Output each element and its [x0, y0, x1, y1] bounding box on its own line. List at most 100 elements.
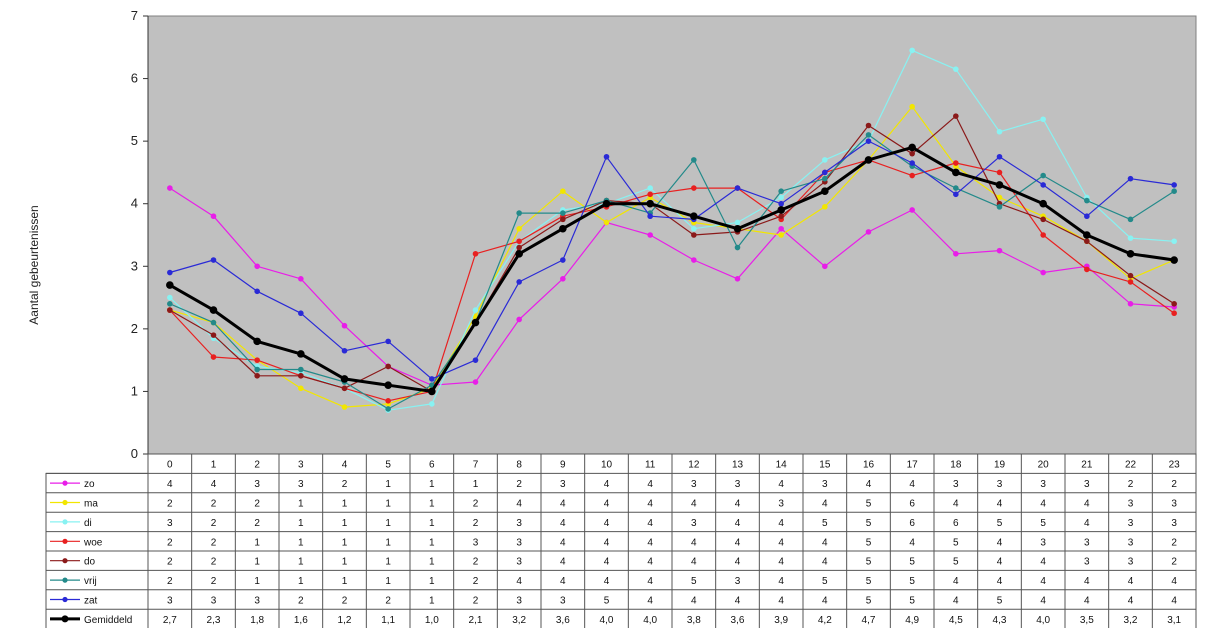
- table-cell: 4: [560, 518, 566, 529]
- data-point: [996, 247, 1003, 254]
- table-cell: 1: [342, 557, 348, 568]
- data-point: [691, 185, 697, 191]
- table-cell: 3: [473, 537, 479, 548]
- table-cell: 4: [691, 499, 697, 510]
- table-cell: 4: [647, 596, 653, 607]
- table-cell: 2: [516, 479, 522, 490]
- data-point: [210, 332, 217, 338]
- series-line: [169, 140, 1175, 380]
- legend-label: ma: [84, 499, 98, 510]
- table-cell: 4: [604, 537, 610, 548]
- x-tick-label: 12: [688, 460, 700, 471]
- table-cell: 1: [429, 537, 435, 548]
- table-cell: 2: [298, 596, 304, 607]
- table-cell: 3: [298, 479, 304, 490]
- table-cell: 4: [647, 499, 653, 510]
- legend-entry: di: [50, 518, 92, 529]
- table-cell: 5: [1040, 518, 1046, 529]
- table-cell: 3: [1171, 518, 1177, 529]
- data-point: [429, 401, 435, 407]
- x-tick-label: 18: [950, 460, 962, 471]
- table-cell: 3: [1084, 557, 1090, 568]
- table-cell: 4,7: [862, 615, 876, 626]
- y-axis-title: Aantal gebeurtenissen: [27, 205, 41, 324]
- data-point: [560, 257, 566, 263]
- table-cell: 2: [1171, 479, 1177, 490]
- table-cell: 4: [560, 557, 566, 568]
- data-point: [1171, 310, 1177, 317]
- table-cell: 4: [1128, 576, 1134, 587]
- table-cell: 2: [342, 596, 348, 607]
- plot-background: [147, 15, 1197, 455]
- table-cell: 5: [866, 537, 872, 548]
- data-point: [1040, 182, 1046, 188]
- table-cell: 3: [735, 479, 741, 490]
- data-point: [1127, 216, 1134, 223]
- table-cell: 2: [167, 499, 173, 510]
- table-cell: 4: [211, 479, 217, 490]
- table-cell: 5: [691, 576, 697, 587]
- data-point: [909, 172, 915, 179]
- data-point: [909, 150, 915, 157]
- x-tick-label: 4: [342, 460, 348, 471]
- table-cell: 1,2: [338, 615, 352, 626]
- data-point: [298, 372, 304, 379]
- x-tick-label: 6: [429, 460, 435, 471]
- table-cell: 2: [167, 576, 173, 587]
- table-cell: 3: [1040, 537, 1046, 548]
- data-point: [1040, 116, 1046, 123]
- series-zo: [167, 185, 1177, 388]
- table-cell: 3: [691, 518, 697, 529]
- table-cell: 3,2: [1124, 615, 1138, 626]
- table-cell: 4: [1040, 499, 1046, 510]
- table-cell: 4: [647, 537, 653, 548]
- data-point: [1040, 232, 1046, 238]
- y-tick-label: 0: [131, 446, 138, 461]
- table-cell: 4: [1128, 596, 1134, 607]
- data-point: [1171, 188, 1177, 194]
- x-tick-label: 2: [254, 460, 260, 471]
- table-cell: 4: [822, 557, 828, 568]
- x-tick-label: 13: [732, 460, 744, 471]
- data-point: [1127, 272, 1134, 279]
- x-tick-label: 9: [560, 460, 566, 471]
- data-point: [995, 181, 1004, 189]
- legend-label: di: [84, 518, 92, 529]
- table-cell: 2: [1171, 557, 1177, 568]
- table-cell: 4: [735, 518, 741, 529]
- table-cell: 4: [516, 499, 522, 510]
- data-point: [734, 185, 741, 191]
- table-cell: 1: [298, 499, 304, 510]
- table-cell: 4,3: [993, 615, 1007, 626]
- table-cell: 1: [298, 518, 304, 529]
- data-point: [734, 219, 741, 226]
- y-tick-label: 4: [131, 196, 138, 211]
- table-cell: 1,8: [250, 615, 264, 626]
- table-cell: 2: [167, 557, 173, 568]
- data-point: [865, 229, 872, 235]
- table-cell: 3: [516, 537, 522, 548]
- table-cell: 4: [909, 479, 915, 490]
- table-cell: 3,6: [556, 615, 570, 626]
- table-cell: 4: [778, 557, 784, 568]
- data-point: [1127, 235, 1134, 241]
- x-tick-label: 8: [516, 460, 522, 471]
- data-point: [777, 206, 785, 214]
- data-point: [996, 153, 1003, 160]
- data-point: [733, 224, 742, 233]
- data-point: [1084, 238, 1090, 245]
- data-point: [821, 187, 829, 195]
- table-cell: 2: [211, 576, 217, 587]
- x-tick-label: 11: [645, 460, 656, 471]
- table-cell: 4: [1040, 557, 1046, 568]
- series-lines: [166, 47, 1178, 414]
- table-cell: 3: [1128, 557, 1134, 568]
- legend-entry: woe: [50, 537, 103, 548]
- data-point: [254, 288, 260, 295]
- data-point: [778, 200, 784, 207]
- data-point: [167, 269, 173, 276]
- legend-entry: vrij: [50, 576, 97, 587]
- table-cell: 4: [560, 499, 566, 510]
- data-point: [691, 257, 697, 263]
- table-cell: 1: [254, 557, 260, 568]
